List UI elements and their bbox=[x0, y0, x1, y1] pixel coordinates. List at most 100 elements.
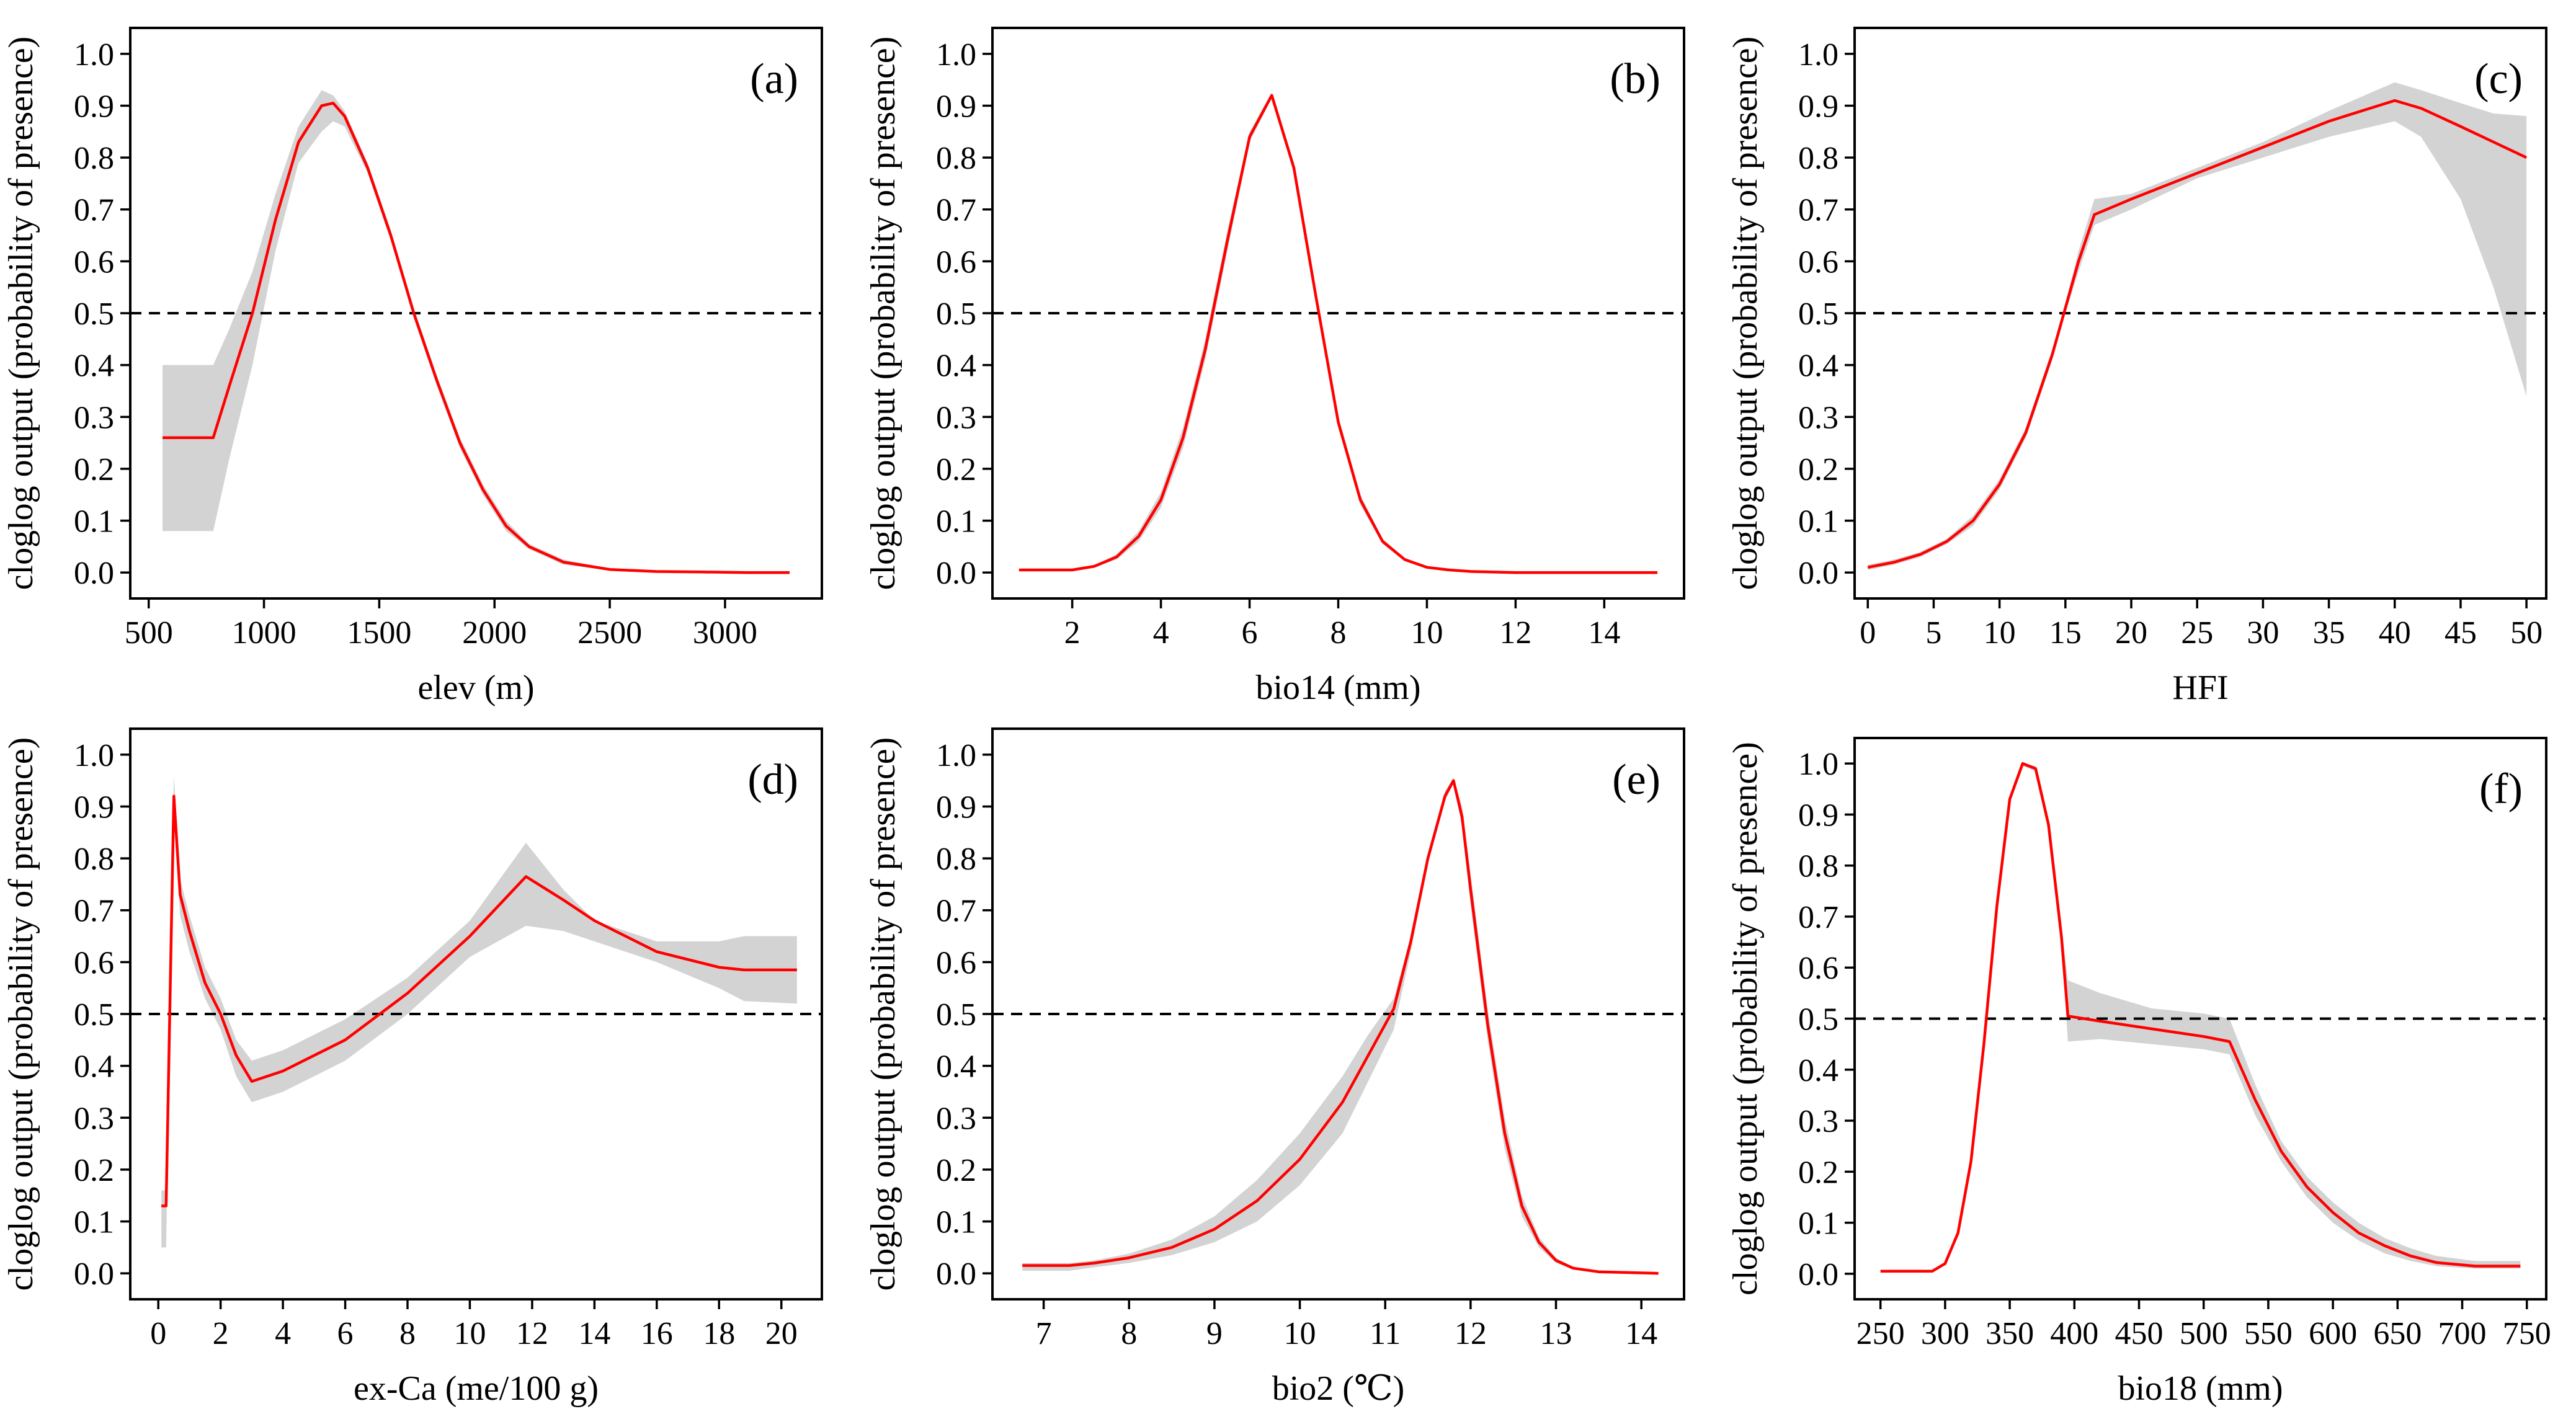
x-tick-label: 10 bbox=[453, 1316, 486, 1351]
y-tick-label: 0.6 bbox=[1798, 244, 1838, 280]
x-tick-label: 2000 bbox=[462, 615, 527, 651]
y-tick-label: 0.1 bbox=[1798, 504, 1838, 540]
response-curve bbox=[163, 102, 790, 574]
panel-2: 0.0 0.1 0.2 0.3 0.4 0.5 0.6 0.7 0.8 0.9 1.0 2 4 6 8 10 1… bbox=[864, 27, 1685, 707]
y-tick-label: 0.6 bbox=[74, 244, 114, 280]
x-tick-label: 18 bbox=[703, 1316, 735, 1351]
x-tick-label: 500 bbox=[125, 615, 173, 651]
y-tick-label: 0.2 bbox=[936, 1153, 976, 1188]
confidence-band bbox=[1022, 778, 1659, 1274]
y-tick-label: 0.1 bbox=[936, 1205, 976, 1240]
x-tick-label: 3000 bbox=[693, 615, 757, 651]
y-tick-label: 0.9 bbox=[1798, 798, 1838, 833]
y-tick-label: 1.0 bbox=[936, 738, 976, 773]
y-axis-label: cloglog output (probability of presence) bbox=[2, 37, 40, 590]
x-tick-label: 700 bbox=[2438, 1316, 2487, 1351]
y-axis-label: cloglog output (probability of presence) bbox=[1726, 37, 1765, 590]
y-tick-label: 0.8 bbox=[936, 842, 976, 877]
y-tick-label: 0.2 bbox=[74, 452, 114, 487]
confidence-band bbox=[1018, 92, 1658, 573]
x-tick-label: 10 bbox=[1984, 615, 2016, 651]
y-tick-label: 1.0 bbox=[1798, 37, 1838, 73]
y-tick-label: 0.9 bbox=[936, 789, 976, 825]
panel-6: 0.0 0.1 0.2 0.3 0.4 0.5 0.6 0.7 0.8 0.9 1.0 250 300 3… bbox=[1726, 737, 2551, 1408]
y-tick-label: 0.3 bbox=[74, 400, 114, 435]
y-tick-label: 0.0 bbox=[936, 556, 976, 591]
panel-1: 0.0 0.1 0.2 0.3 0.4 0.5 0.6 0.7 0.8 0.9 1.0 500 1000… bbox=[2, 27, 823, 707]
y-tick-label: 0.7 bbox=[1798, 900, 1838, 935]
x-tick-label: 35 bbox=[2313, 615, 2345, 651]
y-tick-label: 0.3 bbox=[936, 400, 976, 435]
x-tick-label: 8 bbox=[399, 1316, 416, 1351]
y-tick-label: 1.0 bbox=[936, 37, 976, 73]
x-tick-label: 8 bbox=[1121, 1316, 1137, 1351]
confidence-band bbox=[1868, 82, 2527, 571]
y-tick-label: 0.0 bbox=[1798, 556, 1838, 591]
x-tick-label: 45 bbox=[2445, 615, 2477, 651]
y-tick-label: 0.4 bbox=[1798, 1053, 1838, 1088]
y-tick-label: 0.6 bbox=[936, 244, 976, 280]
panel-label: (e) bbox=[1612, 756, 1660, 804]
y-tick-label: 0.8 bbox=[74, 141, 114, 176]
x-tick-label: 50 bbox=[2510, 615, 2543, 651]
y-tick-label: 0.4 bbox=[936, 1049, 976, 1085]
y-tick-label: 0.7 bbox=[74, 193, 114, 228]
panel-5: 0.0 0.1 0.2 0.3 0.4 0.5 0.6 0.7 0.8 0.9 1.0 7 8 9 10 11… bbox=[864, 727, 1685, 1408]
panel-label: (f) bbox=[2479, 765, 2523, 813]
y-tick-label: 0.8 bbox=[936, 141, 976, 176]
x-tick-label: 10 bbox=[1411, 615, 1443, 651]
x-tick-label: 250 bbox=[1856, 1316, 1905, 1351]
x-tick-label: 12 bbox=[1499, 615, 1531, 651]
x-tick-label: 12 bbox=[516, 1316, 548, 1351]
y-tick-label: 0.6 bbox=[1798, 951, 1838, 986]
x-tick-label: 2500 bbox=[577, 615, 642, 651]
x-tick-label: 1500 bbox=[347, 615, 411, 651]
x-axis-label: ex-Ca (me/100 g) bbox=[354, 1369, 599, 1408]
y-tick-label: 1.0 bbox=[1798, 747, 1838, 782]
y-tick-label: 0.1 bbox=[74, 1205, 114, 1240]
y-tick-label: 1.0 bbox=[74, 738, 114, 773]
x-tick-label: 30 bbox=[2247, 615, 2279, 651]
x-tick-label: 4 bbox=[1153, 615, 1169, 651]
y-tick-label: 0.9 bbox=[74, 89, 114, 124]
y-tick-label: 1.0 bbox=[74, 37, 114, 73]
y-tick-label: 0.0 bbox=[936, 1256, 976, 1292]
x-tick-label: 300 bbox=[1921, 1316, 1969, 1351]
x-tick-label: 14 bbox=[578, 1316, 610, 1351]
x-tick-label: 750 bbox=[2503, 1316, 2551, 1351]
x-tick-label: 10 bbox=[1284, 1316, 1316, 1351]
x-tick-label: 5 bbox=[1925, 615, 1941, 651]
x-axis-label: bio18 (mm) bbox=[2118, 1369, 2283, 1408]
y-tick-label: 0.9 bbox=[74, 789, 114, 825]
y-tick-label: 0.5 bbox=[936, 296, 976, 332]
y-tick-label: 0.4 bbox=[936, 349, 976, 384]
panel-label: (b) bbox=[1610, 55, 1660, 103]
y-axis-label: cloglog output (probability of presence) bbox=[864, 37, 902, 590]
panel-4: 0.0 0.1 0.2 0.3 0.4 0.5 0.6 0.7 0.8 0.9 1.0 0 2 4 6 8 10… bbox=[2, 727, 823, 1408]
y-tick-label: 0.1 bbox=[936, 504, 976, 540]
y-tick-label: 0.3 bbox=[1798, 400, 1838, 435]
response-curve bbox=[1022, 779, 1659, 1275]
x-tick-label: 400 bbox=[2050, 1316, 2098, 1351]
x-tick-label: 650 bbox=[2373, 1316, 2422, 1351]
x-tick-label: 8 bbox=[1330, 615, 1347, 651]
y-tick-label: 0.2 bbox=[1798, 1155, 1838, 1190]
confidence-band bbox=[163, 90, 790, 573]
y-tick-label: 0.6 bbox=[936, 945, 976, 980]
y-axis-label: cloglog output (probability of presence) bbox=[1726, 742, 1765, 1296]
x-tick-label: 12 bbox=[1455, 1316, 1487, 1351]
response-curve bbox=[1018, 94, 1658, 574]
y-tick-label: 0.2 bbox=[936, 452, 976, 487]
panel-label: (a) bbox=[750, 55, 798, 103]
y-tick-label: 0.8 bbox=[1798, 141, 1838, 176]
x-axis-label: elev (m) bbox=[417, 669, 534, 707]
y-tick-label: 0.1 bbox=[74, 504, 114, 540]
x-tick-label: 1000 bbox=[232, 615, 296, 651]
y-tick-label: 0.0 bbox=[74, 556, 114, 591]
x-tick-label: 4 bbox=[275, 1316, 291, 1351]
y-tick-label: 0.0 bbox=[1798, 1257, 1838, 1292]
x-tick-label: 2 bbox=[1064, 615, 1081, 651]
panel-3: 0.0 0.1 0.2 0.3 0.4 0.5 0.6 0.7 0.8 0.9 1.0 0 5 10 15 2… bbox=[1726, 27, 2547, 707]
x-tick-label: 20 bbox=[2115, 615, 2147, 651]
